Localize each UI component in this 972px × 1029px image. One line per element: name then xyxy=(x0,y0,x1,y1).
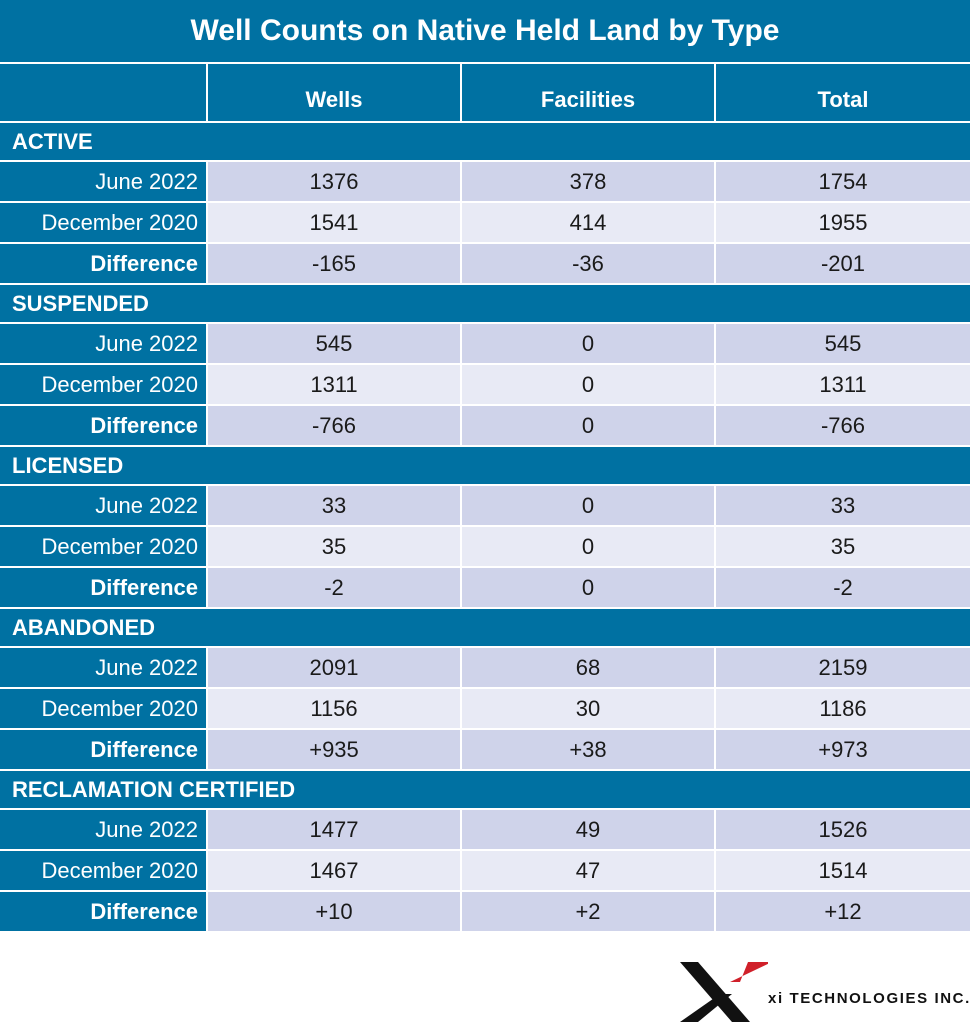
cell-wells: 1156 xyxy=(208,689,460,728)
row-label: December 2020 xyxy=(0,851,206,890)
row-label: Difference xyxy=(0,892,206,931)
cell-facilities: +2 xyxy=(462,892,714,931)
section-header: ABANDONED xyxy=(0,609,970,646)
table-row: December 2020 1156 30 1186 xyxy=(0,689,970,728)
row-label: December 2020 xyxy=(0,689,206,728)
cell-total: 35 xyxy=(716,527,970,566)
cell-wells: 545 xyxy=(208,324,460,363)
table-row: June 2022 1376 378 1754 xyxy=(0,162,970,201)
cell-total: +973 xyxy=(716,730,970,769)
cell-facilities: 0 xyxy=(462,486,714,525)
row-label: June 2022 xyxy=(0,810,206,849)
header-wells: Wells xyxy=(208,64,460,121)
cell-wells: 1376 xyxy=(208,162,460,201)
row-label: December 2020 xyxy=(0,365,206,404)
table-row: June 2022 545 0 545 xyxy=(0,324,970,363)
cell-total: 2159 xyxy=(716,648,970,687)
row-label: December 2020 xyxy=(0,527,206,566)
cell-wells: 2091 xyxy=(208,648,460,687)
cell-total: 1186 xyxy=(716,689,970,728)
cell-wells: 1311 xyxy=(208,365,460,404)
cell-total: +12 xyxy=(716,892,970,931)
cell-wells: 1477 xyxy=(208,810,460,849)
cell-wells: 1541 xyxy=(208,203,460,242)
row-label: Difference xyxy=(0,730,206,769)
table-row: Difference -766 0 -766 xyxy=(0,406,970,445)
table-row: December 2020 1311 0 1311 xyxy=(0,365,970,404)
chart-title: Well Counts on Native Held Land by Type xyxy=(0,0,970,62)
section-header: RECLAMATION CERTIFIED xyxy=(0,771,970,808)
cell-facilities: 49 xyxy=(462,810,714,849)
cell-wells: -2 xyxy=(208,568,460,607)
row-label: June 2022 xyxy=(0,486,206,525)
cell-facilities: 47 xyxy=(462,851,714,890)
row-label: June 2022 xyxy=(0,324,206,363)
cell-total: -201 xyxy=(716,244,970,283)
table-row: Difference -165 -36 -201 xyxy=(0,244,970,283)
table-header-row: Wells Facilities Total xyxy=(0,64,970,121)
cell-total: 1526 xyxy=(716,810,970,849)
cell-facilities: -36 xyxy=(462,244,714,283)
table-row: June 2022 33 0 33 xyxy=(0,486,970,525)
cell-total: 33 xyxy=(716,486,970,525)
cell-total: 1955 xyxy=(716,203,970,242)
header-empty-cell xyxy=(0,64,206,121)
cell-facilities: 0 xyxy=(462,568,714,607)
cell-facilities: 378 xyxy=(462,162,714,201)
cell-wells: -766 xyxy=(208,406,460,445)
cell-facilities: 0 xyxy=(462,527,714,566)
cell-facilities: 0 xyxy=(462,324,714,363)
header-total: Total xyxy=(716,64,970,121)
table-row: June 2022 1477 49 1526 xyxy=(0,810,970,849)
cell-facilities: 0 xyxy=(462,365,714,404)
cell-wells: -165 xyxy=(208,244,460,283)
cell-wells: +10 xyxy=(208,892,460,931)
cell-facilities: 0 xyxy=(462,406,714,445)
row-label: Difference xyxy=(0,406,206,445)
row-label: June 2022 xyxy=(0,648,206,687)
xi-technologies-logo: xi TECHNOLOGIES INC. xyxy=(676,960,972,1024)
section-header: ACTIVE xyxy=(0,123,970,160)
cell-total: -766 xyxy=(716,406,970,445)
section-header: SUSPENDED xyxy=(0,285,970,322)
row-label: Difference xyxy=(0,568,206,607)
well-counts-table: Wells Facilities Total ACTIVE June 2022 13… xyxy=(0,64,970,933)
xi-logo-mark-icon xyxy=(680,962,772,1022)
table-row: Difference -2 0 -2 xyxy=(0,568,970,607)
row-label: June 2022 xyxy=(0,162,206,201)
cell-facilities: 414 xyxy=(462,203,714,242)
header-facilities: Facilities xyxy=(462,64,714,121)
cell-facilities: +38 xyxy=(462,730,714,769)
table-row: December 2020 1541 414 1955 xyxy=(0,203,970,242)
cell-total: 1514 xyxy=(716,851,970,890)
cell-wells: 33 xyxy=(208,486,460,525)
table-row: June 2022 2091 68 2159 xyxy=(0,648,970,687)
cell-facilities: 68 xyxy=(462,648,714,687)
row-label: Difference xyxy=(0,244,206,283)
table-row: December 2020 35 0 35 xyxy=(0,527,970,566)
cell-total: 1754 xyxy=(716,162,970,201)
table-row: Difference +935 +38 +973 xyxy=(0,730,970,769)
cell-wells: +935 xyxy=(208,730,460,769)
cell-total: 545 xyxy=(716,324,970,363)
table-row: December 2020 1467 47 1514 xyxy=(0,851,970,890)
cell-wells: 1467 xyxy=(208,851,460,890)
cell-total: -2 xyxy=(716,568,970,607)
cell-total: 1311 xyxy=(716,365,970,404)
cell-facilities: 30 xyxy=(462,689,714,728)
row-label: December 2020 xyxy=(0,203,206,242)
table-row: Difference +10 +2 +12 xyxy=(0,892,970,931)
section-header: LICENSED xyxy=(0,447,970,484)
cell-wells: 35 xyxy=(208,527,460,566)
logo-text: xi TECHNOLOGIES INC. xyxy=(768,990,971,1007)
